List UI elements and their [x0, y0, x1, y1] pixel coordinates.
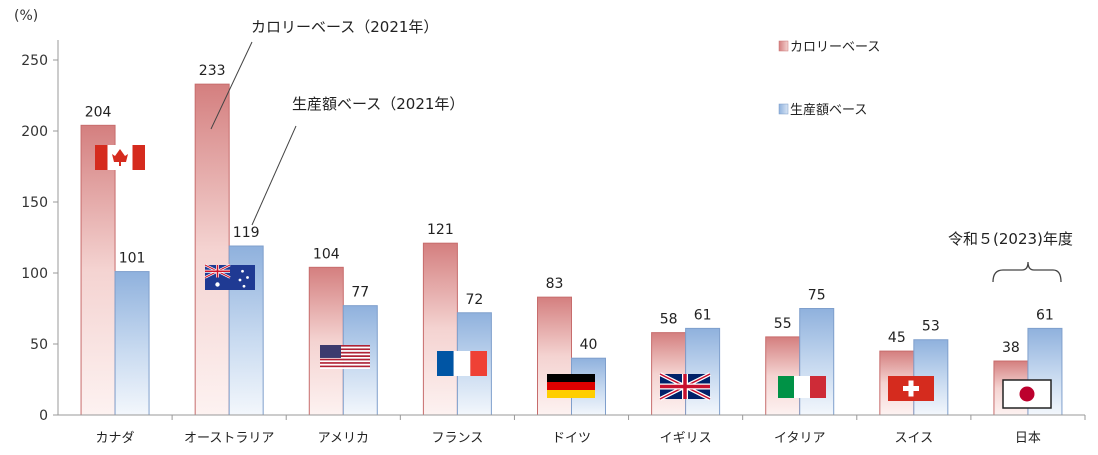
y-tick-label: 150: [21, 195, 48, 211]
data-label: 61: [1036, 307, 1054, 323]
canada-flag: [95, 145, 145, 170]
data-label: 83: [546, 276, 564, 292]
japan-annotation: 令和５(2023)年度: [948, 230, 1073, 248]
data-label: 204: [85, 104, 112, 120]
data-label: 121: [427, 222, 454, 238]
y-tick-label: 50: [30, 337, 48, 353]
y-tick-label: 0: [39, 408, 48, 424]
bars: [80, 83, 1063, 416]
data-label: 45: [888, 330, 906, 346]
japan-bracket: [992, 261, 1062, 283]
annotations: カロリーベース（2021年） 生産額ベース（2021年） 令和５(2023)年度: [210, 18, 1073, 283]
production-bar: [114, 271, 150, 416]
y-axis-label: (%): [14, 8, 38, 24]
production-bar: [799, 308, 835, 416]
france-flag: [437, 351, 487, 376]
data-label: 55: [774, 316, 792, 332]
x-tick-label: スイス: [895, 431, 934, 446]
germany-flag: [547, 374, 595, 398]
calorie-bar: [651, 332, 687, 416]
switzerland-flag: [888, 376, 934, 401]
x-tick-label: アメリカ: [318, 431, 369, 446]
data-label: 38: [1002, 340, 1020, 356]
y-axis: 0 50 100 150 200 250: [21, 40, 59, 424]
calorie-bar: [308, 266, 344, 416]
data-label: 40: [580, 337, 598, 353]
x-tick-label: イタリア: [774, 431, 825, 446]
data-label: 58: [660, 312, 678, 328]
y-tick-label: 100: [21, 266, 48, 282]
data-label: 61: [694, 307, 712, 323]
calorie-annotation: カロリーベース（2021年）: [251, 18, 438, 36]
data-label: 233: [199, 63, 226, 79]
calorie-bar: [422, 242, 458, 416]
x-tick-label: イギリス: [660, 431, 712, 446]
production-annotation: 生産額ベース（2021年）: [292, 95, 464, 113]
legend-calorie-label: カロリーベース: [790, 40, 880, 55]
x-tick-label: カナダ: [96, 431, 135, 446]
production-bar: [685, 327, 721, 416]
usa-flag: [320, 345, 370, 369]
calorie-annotation-line: [210, 41, 253, 130]
x-tick-label: 日本: [1015, 431, 1041, 446]
legend: カロリーベース 生産額ベース: [778, 40, 880, 118]
y-tick-label: 200: [21, 124, 48, 140]
data-label: 53: [922, 319, 940, 335]
legend-calorie-swatch: [778, 40, 789, 52]
australia-flag: [204, 263, 255, 290]
calorie-bar: [765, 336, 801, 416]
data-label: 104: [313, 246, 340, 262]
japan-flag: [1002, 379, 1052, 409]
x-tick-label: ドイツ: [552, 431, 591, 446]
y-tick-label: 250: [21, 53, 48, 69]
legend-production-swatch: [778, 103, 789, 115]
x-axis: カナダ オーストラリア アメリカ フランス ドイツ イギリス イタリア スイス 日本: [58, 414, 1086, 446]
x-tick-label: フランス: [432, 431, 484, 446]
x-tick-label: オーストラリア: [184, 431, 274, 446]
uk-flag: [659, 372, 711, 401]
data-label: 75: [808, 288, 826, 304]
data-label: 119: [233, 225, 260, 241]
data-label: 101: [119, 251, 146, 267]
production-annotation-line: [251, 125, 297, 226]
calorie-bar: [194, 83, 230, 416]
italy-flag: [778, 376, 826, 398]
data-label: 72: [465, 292, 483, 308]
data-labels: 204 101 233 119 104 77 121 72 83 40 58 61 55 75 45 53 38…: [85, 63, 1054, 356]
flags: [95, 145, 1052, 409]
data-label: 77: [351, 285, 369, 301]
legend-production-label: 生産額ベース: [790, 102, 867, 118]
